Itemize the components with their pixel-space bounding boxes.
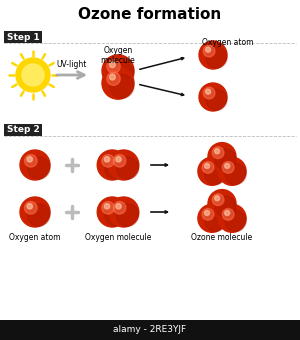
Circle shape xyxy=(110,62,115,68)
Circle shape xyxy=(225,164,230,169)
Circle shape xyxy=(214,149,220,154)
Circle shape xyxy=(202,162,214,173)
Circle shape xyxy=(116,204,139,226)
Circle shape xyxy=(25,202,37,214)
Circle shape xyxy=(110,62,134,86)
Circle shape xyxy=(110,74,115,80)
Text: Oxygen
molecule: Oxygen molecule xyxy=(100,46,135,65)
Circle shape xyxy=(206,47,227,68)
Circle shape xyxy=(205,210,209,216)
Text: Ozone formation: Ozone formation xyxy=(78,7,222,22)
Circle shape xyxy=(102,202,114,214)
Circle shape xyxy=(16,58,50,92)
Circle shape xyxy=(214,196,220,201)
Circle shape xyxy=(222,162,234,173)
Circle shape xyxy=(97,150,127,180)
Text: alamy - 2RE3YJF: alamy - 2RE3YJF xyxy=(113,325,187,335)
Circle shape xyxy=(116,157,121,162)
Circle shape xyxy=(113,154,126,167)
FancyBboxPatch shape xyxy=(4,124,42,136)
Circle shape xyxy=(206,47,211,52)
Circle shape xyxy=(208,190,236,218)
Text: Step 1: Step 1 xyxy=(7,33,40,41)
Circle shape xyxy=(109,197,139,227)
Circle shape xyxy=(116,157,139,179)
Circle shape xyxy=(25,154,37,167)
Text: Oxygen atom: Oxygen atom xyxy=(202,38,254,47)
Circle shape xyxy=(205,164,226,185)
Circle shape xyxy=(107,72,120,85)
Circle shape xyxy=(20,150,50,180)
FancyBboxPatch shape xyxy=(4,31,42,43)
Circle shape xyxy=(218,157,246,185)
Text: Step 2: Step 2 xyxy=(7,125,40,135)
Circle shape xyxy=(225,210,230,216)
Circle shape xyxy=(109,150,139,180)
Circle shape xyxy=(215,149,236,170)
Circle shape xyxy=(215,196,236,217)
Circle shape xyxy=(110,74,134,98)
Circle shape xyxy=(105,157,127,179)
Circle shape xyxy=(27,157,32,162)
Text: Oxygen molecule: Oxygen molecule xyxy=(85,233,151,242)
Circle shape xyxy=(102,67,134,99)
Circle shape xyxy=(202,208,214,220)
Circle shape xyxy=(225,164,246,185)
Circle shape xyxy=(222,208,234,220)
Circle shape xyxy=(208,142,236,171)
Circle shape xyxy=(22,64,44,86)
Circle shape xyxy=(218,204,246,232)
Circle shape xyxy=(203,45,215,57)
Circle shape xyxy=(199,83,227,111)
Circle shape xyxy=(206,89,211,94)
Circle shape xyxy=(116,204,121,209)
Text: Oxygen atom: Oxygen atom xyxy=(9,233,61,242)
Circle shape xyxy=(203,87,215,99)
Circle shape xyxy=(198,204,226,232)
Circle shape xyxy=(27,204,32,209)
Circle shape xyxy=(20,197,50,227)
Circle shape xyxy=(205,164,209,169)
FancyBboxPatch shape xyxy=(0,320,300,340)
Circle shape xyxy=(198,157,226,185)
Circle shape xyxy=(225,210,246,232)
Circle shape xyxy=(205,210,226,232)
Circle shape xyxy=(28,157,50,179)
Circle shape xyxy=(113,202,126,214)
Text: UV-light: UV-light xyxy=(57,60,87,69)
Circle shape xyxy=(97,197,127,227)
Circle shape xyxy=(28,204,50,226)
Circle shape xyxy=(212,147,224,158)
Circle shape xyxy=(104,157,110,162)
Circle shape xyxy=(105,204,127,226)
Circle shape xyxy=(206,89,227,110)
Text: Ozone molecule: Ozone molecule xyxy=(191,233,253,242)
Circle shape xyxy=(104,204,110,209)
Circle shape xyxy=(199,41,227,69)
Circle shape xyxy=(102,55,134,87)
Circle shape xyxy=(102,154,114,167)
Circle shape xyxy=(107,59,120,73)
Circle shape xyxy=(212,194,224,206)
